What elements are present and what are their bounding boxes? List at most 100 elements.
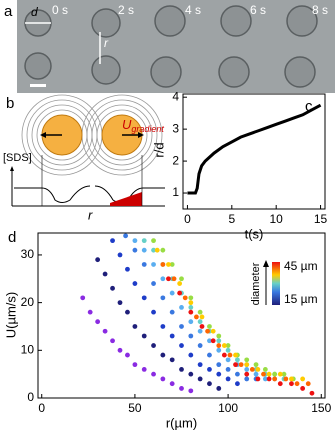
data-point — [199, 324, 205, 329]
data-point — [160, 376, 166, 382]
panel-b: b Ugradient [SDS] r — [3, 94, 165, 222]
data-point — [207, 381, 212, 387]
data-point — [132, 247, 138, 253]
data-point — [305, 381, 311, 387]
data-point — [177, 281, 183, 286]
data-point — [141, 333, 147, 339]
data-point — [117, 347, 123, 353]
data-point — [102, 271, 108, 277]
data-point — [216, 386, 222, 391]
d-label: d — [31, 5, 38, 19]
data-point — [235, 371, 240, 377]
data-point — [87, 309, 93, 315]
data-point — [141, 262, 147, 267]
data-point — [216, 338, 222, 344]
data-point — [151, 247, 156, 253]
data-point — [160, 247, 166, 253]
x-tick-label: 15 — [314, 212, 328, 226]
data-point — [151, 238, 156, 244]
data-point — [309, 390, 315, 396]
y-tick-label: 1 — [172, 185, 179, 199]
data-point — [249, 366, 255, 372]
data-point — [216, 371, 222, 377]
data-point — [169, 262, 175, 267]
data-point — [216, 362, 222, 368]
data-point — [169, 333, 175, 339]
x-tick-label: 5 — [228, 212, 235, 226]
r-label: r — [104, 36, 109, 50]
data-point — [141, 366, 147, 372]
data-point — [194, 314, 199, 320]
data-point — [253, 362, 259, 368]
data-point — [188, 319, 194, 325]
y-tick-label: 3 — [172, 121, 179, 135]
data-point — [197, 319, 203, 325]
data-point — [125, 309, 130, 315]
data-point — [233, 352, 238, 358]
data-point — [261, 371, 266, 377]
data-point — [233, 362, 238, 368]
data-point — [117, 300, 123, 306]
x-label: r — [88, 207, 93, 222]
data-point — [300, 376, 306, 382]
data-point — [225, 357, 231, 363]
data-point — [221, 343, 227, 348]
data-point — [283, 376, 289, 382]
data-point — [255, 376, 261, 382]
y-tick-label: 2 — [172, 153, 179, 167]
data-point — [123, 233, 128, 239]
y-tick-label: 4 — [172, 89, 179, 103]
data-point — [238, 362, 244, 368]
data-point — [132, 324, 138, 329]
plot-frame — [37, 232, 326, 399]
data-point — [244, 371, 250, 377]
data-point — [169, 309, 175, 315]
data-point — [179, 324, 184, 329]
u-sub: gradient — [131, 124, 164, 134]
data-point — [160, 295, 166, 301]
data-point — [262, 366, 268, 372]
data-point — [166, 276, 171, 282]
x-axis-label: r(µm) — [166, 415, 197, 430]
x-tick-label: 10 — [270, 212, 284, 226]
data-point — [169, 290, 175, 296]
data-point — [141, 247, 147, 253]
data-point — [117, 252, 123, 258]
data-point — [179, 343, 184, 348]
time-label: 8 s — [312, 3, 328, 17]
y-label: [SDS] — [3, 152, 32, 164]
data-point — [160, 262, 166, 267]
data-point — [151, 262, 156, 267]
colorbar-title: diameter — [250, 262, 262, 305]
data-point — [102, 328, 108, 334]
data-point — [188, 304, 194, 310]
data-point — [225, 376, 231, 382]
data-point — [169, 357, 175, 363]
data-point — [277, 381, 283, 387]
data-point — [216, 343, 222, 348]
data-point — [188, 352, 194, 358]
data-point — [210, 338, 216, 344]
data-point — [188, 309, 194, 315]
data-point — [205, 328, 210, 334]
u: U — [122, 117, 132, 132]
data-point — [262, 376, 268, 382]
data-point — [125, 266, 130, 272]
data-point — [207, 366, 212, 372]
data-point — [179, 386, 184, 391]
data-point — [169, 381, 175, 387]
data-point — [179, 366, 184, 372]
time-label: 6 s — [250, 3, 266, 17]
y-tick-label: 30 — [21, 247, 35, 261]
data-point — [235, 381, 240, 387]
data-point — [188, 295, 194, 301]
data-point — [177, 290, 183, 296]
data-point — [160, 276, 166, 282]
data-point — [300, 386, 306, 391]
data-point — [227, 352, 233, 358]
data-point — [132, 281, 138, 286]
data-point — [216, 333, 222, 339]
x-axis-label: t(s) — [245, 226, 264, 241]
data-point — [197, 309, 203, 315]
